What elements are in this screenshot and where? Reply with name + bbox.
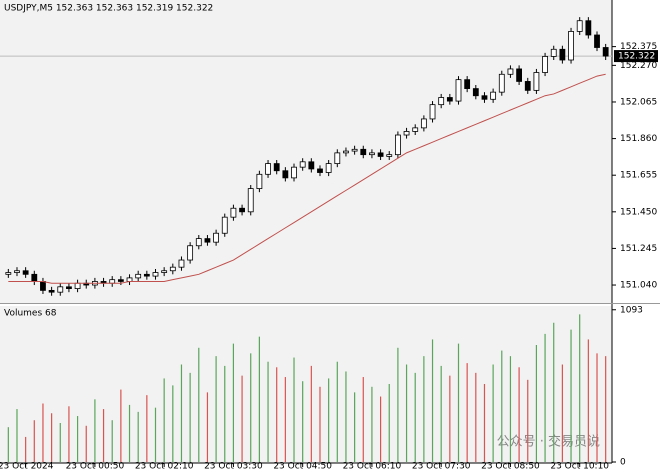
candle-body [195,238,202,247]
candle-body [403,131,410,136]
candle-body [5,272,12,275]
y-tick-label: 1093 [620,305,643,315]
candle-body [169,266,176,272]
x-tick-label: 23 Oct 00:50 [66,462,125,472]
candle-body [221,216,228,234]
y-tick-label: 0 [620,458,626,468]
candle-body [135,273,142,279]
candle-body [559,48,566,61]
x-tick-label: 23 Oct 07:30 [412,462,471,472]
candle-body [230,207,237,218]
moving-average [8,73,606,284]
candle-body [40,281,46,291]
current-price-label: 152.322 [618,52,655,62]
candle-body [585,20,592,36]
candle-body [282,170,289,179]
candle-body [472,88,479,97]
y-tick-label: 151.450 [620,207,657,217]
candle-body [247,188,254,213]
x-tick-label: 23 Oct 03:30 [204,462,263,472]
candle-body [377,152,384,157]
candle-body [594,34,600,48]
watermark: 公众号 · 交易员说 [497,434,600,450]
candle-body [256,173,263,189]
candle-body [464,79,471,89]
candle-body [533,72,540,91]
candle-body [429,104,436,120]
candle-body [481,95,488,100]
candle-body [386,154,393,157]
x-tick-label: 23 Oct 2024 [0,462,54,472]
candle-body [265,163,271,175]
y-tick-label: 151.860 [620,134,657,144]
candle-body [126,277,133,282]
candle-body [524,81,531,91]
y-tick-label: 151.655 [620,171,657,181]
x-tick-label: 23 Oct 06:10 [343,462,402,472]
candle-body [66,286,72,290]
candle-body [109,279,116,284]
candle-body [178,259,185,268]
y-tick-label: 151.245 [620,244,657,254]
candle-body [213,232,220,243]
chart-title: USDJPY,M5 152.363 152.363 152.319 152.32… [4,4,213,14]
candle-body [187,245,194,261]
x-tick-label: 23 Oct 02:10 [135,462,194,472]
candle-body [74,282,81,290]
candle-body [204,238,211,243]
candle-body [239,207,245,213]
candle-body [394,134,401,156]
y-tick-label: 152.270 [620,61,657,71]
candle-body [143,273,150,277]
candle-body [334,152,341,164]
candle-body [438,97,445,106]
candle-body [550,48,557,57]
candle-body [48,289,55,293]
candle-body [152,272,159,277]
candle-body [568,31,574,61]
current-price-box [614,50,658,63]
y-tick-label: 152.065 [620,97,657,107]
y-tick-label: 151.040 [620,281,657,291]
price-panel [0,0,612,303]
candle-body [498,73,505,93]
candle-body [455,79,462,102]
candle-body [317,168,323,173]
candle-body [343,150,349,154]
candle-body [516,68,522,82]
candle-body [31,273,38,282]
candle-body [325,163,332,173]
candle-body [273,163,280,172]
candle-body [446,97,453,102]
x-tick-label: 23 Oct 10:10 [550,462,609,472]
candle-body [161,270,168,273]
candle-body [360,148,367,156]
candle-body [22,270,29,275]
candle-body [308,161,315,170]
candle-body [291,166,297,179]
candle-body [542,56,548,73]
candle-body [602,47,609,57]
candle-body [576,20,583,32]
candle-body [57,286,64,293]
candle-body [299,161,306,168]
x-tick-label: 23 Oct 04:50 [273,462,332,472]
candle-body [412,127,419,132]
candle-body [490,91,497,100]
volume-title: Volumes 68 [4,309,57,319]
candle-body [369,152,375,156]
y-tick-label: 152.375 [620,42,657,52]
x-tick-label: 23 Oct 08:50 [481,462,540,472]
candle-body [351,148,358,152]
candle-body [420,118,427,129]
candle-body [14,270,20,273]
candle-body [117,279,124,282]
candle-body [507,68,514,75]
